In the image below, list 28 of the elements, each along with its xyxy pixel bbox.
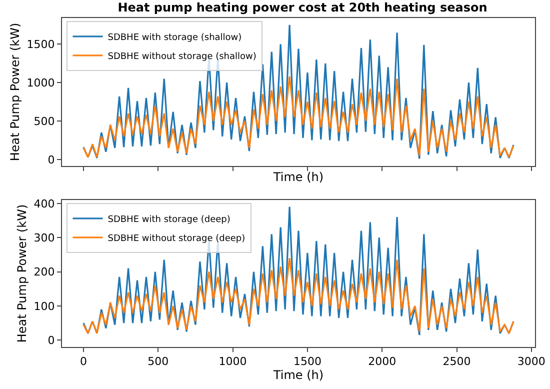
y-tick-label: 1500 — [26, 38, 55, 51]
y-tick-label: 0 — [48, 334, 55, 348]
chart-title: Heat pump heating power cost at 20th heating season — [118, 0, 488, 14]
legend-label: SDBHE with storage (deep) — [108, 214, 230, 225]
x-tick-label: 1500 — [293, 355, 322, 368]
x-tick-label: 3000 — [517, 355, 546, 368]
x-tick-label: 1000 — [218, 355, 247, 368]
y-axis-title: Heat Pump Power (kW) — [8, 22, 22, 162]
legend-label: SDBHE without storage (deep) — [108, 234, 246, 244]
legend-label: SDBHE without storage (shallow) — [108, 52, 256, 62]
line-series — [82, 24, 514, 160]
x-axis-title: Time (h) — [272, 368, 324, 382]
x-tick-label: 500 — [148, 355, 169, 368]
y-tick-label: 500 — [34, 114, 55, 128]
y-tick-label: 100 — [34, 300, 55, 313]
x-tick-label: 2000 — [368, 355, 396, 368]
x-tick-label: 0 — [80, 355, 87, 368]
y-tick-label: 200 — [34, 266, 55, 279]
y-tick-label: 0 — [48, 153, 55, 166]
y-tick-label: 300 — [34, 231, 55, 244]
x-axis-title: Time (h) — [272, 170, 324, 184]
y-tick-label: 400 — [34, 197, 55, 210]
y-tick-label: 1000 — [26, 76, 55, 90]
line-series — [82, 76, 514, 158]
line-series — [82, 257, 514, 334]
x-tick-label: 2500 — [442, 355, 471, 368]
y-axis-title: Heat Pump Power (kW) — [15, 204, 30, 343]
legend-label: SDBHE with storage (shallow) — [108, 32, 242, 43]
